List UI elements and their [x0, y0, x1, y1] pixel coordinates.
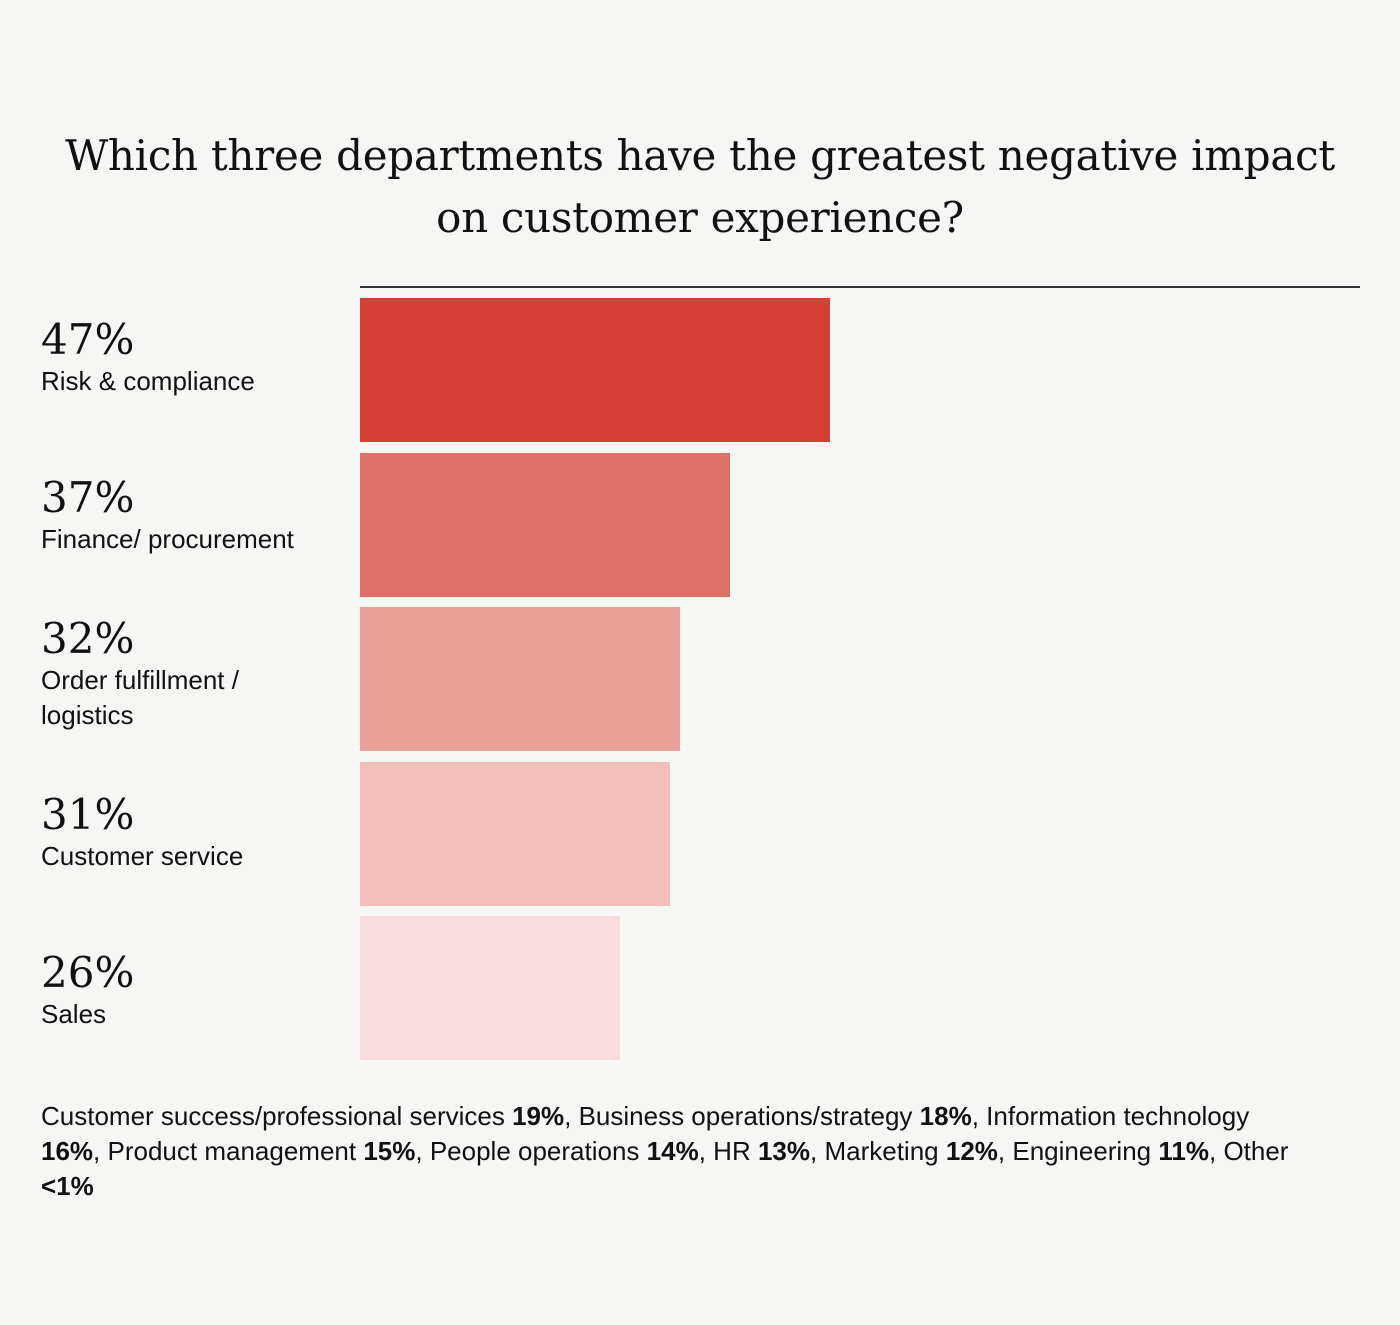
value-label: 47% [41, 315, 135, 364]
value-label: 37% [41, 473, 135, 522]
row-label-4: 26% Sales [41, 949, 341, 1032]
top-axis-line [360, 286, 1360, 288]
footnote-value: 12% [945, 1136, 998, 1166]
footnote-label: HR [713, 1136, 751, 1166]
footnote-value: 15% [363, 1136, 416, 1166]
row-label-0: 47% Risk & compliance [41, 316, 341, 399]
value-label: 31% [41, 790, 135, 839]
bar-5 [360, 916, 620, 1060]
value-label: 26% [41, 948, 135, 997]
bar-4 [360, 762, 670, 906]
chart-title: Which three departments have the greates… [65, 131, 1335, 242]
row-label-2: 32% Order fulfillment / logistics [41, 615, 291, 733]
bar-3 [360, 607, 680, 751]
category-label: Sales [41, 999, 107, 1029]
footnote-label: Business operations/strategy [578, 1101, 913, 1131]
category-label: Finance/ procurement [41, 524, 294, 554]
category-label: Customer service [41, 841, 244, 871]
category-label: Risk & compliance [41, 366, 255, 396]
footnote-label: Other [1223, 1136, 1289, 1166]
footnote-other-departments: Customer success/professional services 1… [41, 1101, 1289, 1201]
bar-1 [360, 298, 830, 442]
footnote-label: Engineering [1012, 1136, 1152, 1166]
row-label-3: 31% Customer service [41, 791, 341, 874]
value-label: 32% [41, 614, 135, 663]
footnote-label: Information technology [986, 1101, 1250, 1131]
footnote-value: 13% [757, 1136, 811, 1166]
footnote-label: Marketing [824, 1136, 939, 1166]
bar-2 [360, 453, 730, 597]
footnote-value: 16% [41, 1136, 94, 1166]
row-label-1: 37% Finance/ procurement [41, 474, 341, 557]
footnote-value: <1% [41, 1171, 94, 1201]
footnote-value: 11% [1158, 1136, 1209, 1166]
footnote-value: 18% [919, 1101, 972, 1131]
footnote-label: Customer success/professional services [41, 1101, 505, 1131]
footnote-value: 19% [512, 1101, 565, 1131]
category-label: Order fulfillment / logistics [41, 665, 239, 730]
footnote-value: 14% [646, 1136, 699, 1166]
footnote-label: People operations [429, 1136, 640, 1166]
footnote-label: Product management [107, 1136, 357, 1166]
